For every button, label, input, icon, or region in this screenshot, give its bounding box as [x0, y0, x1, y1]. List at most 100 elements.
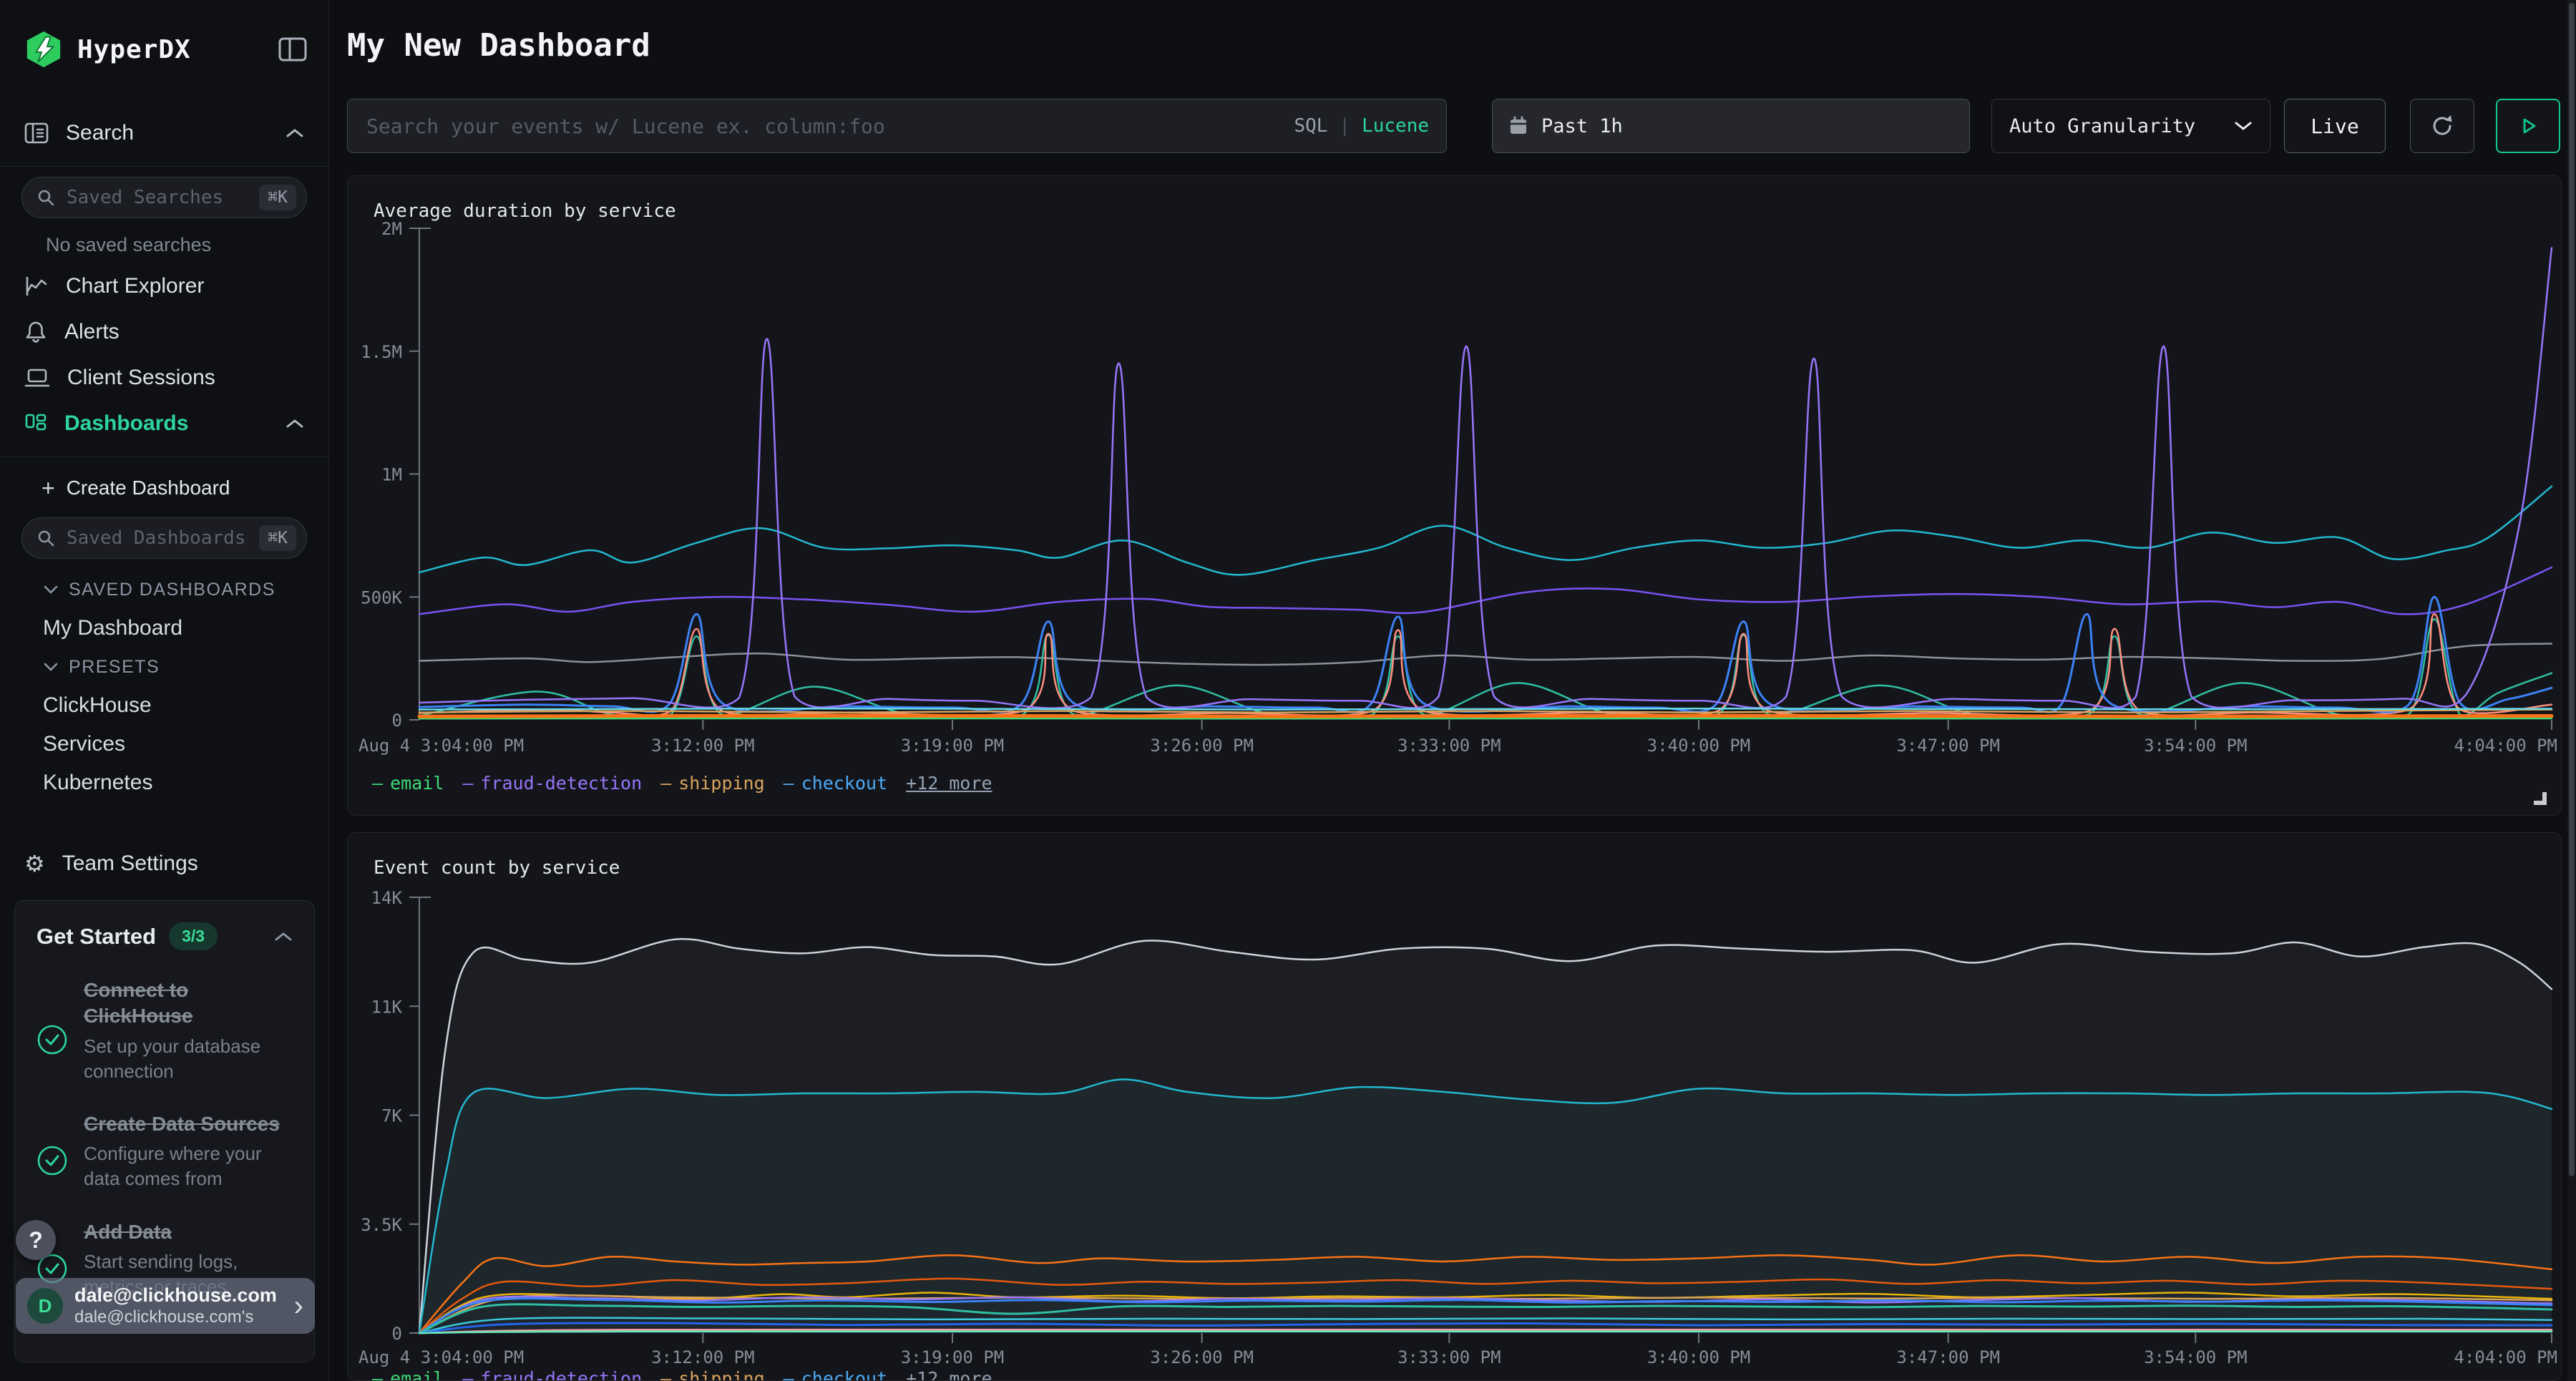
y-tick-label: 0 [392, 711, 402, 731]
series-line-blue-2 [418, 1322, 2553, 1334]
panel-resize-handle[interactable] [2534, 792, 2547, 805]
event-search-input[interactable] [348, 114, 1294, 138]
task-create-data-sources[interactable]: Create Data Sources Configure where your… [36, 1111, 293, 1192]
x-tick-label: 3:33:00 PM [1397, 1347, 1501, 1367]
sql-toggle[interactable]: SQL [1294, 115, 1328, 137]
shortcut-badge: ⌘K [259, 525, 296, 551]
legend-item-shipping[interactable]: — shipping [660, 1368, 765, 1381]
time-range-picker[interactable]: Past 1h [1492, 99, 1970, 153]
scrollbar[interactable] [2567, 0, 2576, 1381]
series-line-fraud-detection [418, 247, 2553, 709]
saved-searches-search[interactable]: ⌘K [21, 177, 307, 218]
legend-label: shipping [678, 1368, 765, 1381]
sidebar-item-team-settings[interactable]: ⚙ Team Settings [0, 841, 328, 887]
group-saved-dashboards[interactable]: SAVED DASHBOARDS [0, 570, 328, 609]
series-line-cyan-2 [418, 1317, 2553, 1334]
legend-item--12-more[interactable]: +12 more [906, 1368, 992, 1380]
x-tick-label: 3:12:00 PM [651, 1347, 755, 1367]
x-tick-label: 3:40:00 PM [1647, 1347, 1751, 1367]
user-menu[interactable]: D dale@clickhouse.com dale@clickhouse.co… [16, 1278, 315, 1334]
series-line-http-cyan [418, 1078, 2553, 1334]
saved-dashboards-input[interactable] [67, 527, 248, 549]
sidebar-item-clickhouse[interactable]: ClickHouse [43, 693, 152, 717]
sidebar-item-chart-explorer[interactable]: Chart Explorer [0, 263, 328, 309]
group-presets[interactable]: PRESETS [0, 648, 328, 686]
sidebar-item-alerts[interactable]: Alerts [0, 309, 328, 355]
avatar: D [27, 1288, 63, 1324]
user-team: dale@clickhouse.com's [74, 1307, 254, 1327]
granularity-value: Auto Granularity [2009, 114, 2196, 137]
legend-item-email[interactable]: — email [372, 1368, 444, 1380]
y-tick-label: 1.5M [361, 342, 402, 362]
series-line-teal [418, 618, 2553, 720]
divider [0, 166, 328, 167]
legend-swatch: — [660, 1368, 672, 1381]
x-tick-label: 3:54:00 PM [2144, 736, 2248, 756]
play-icon [2516, 114, 2540, 138]
sidebar-item-dashboards[interactable]: Dashboards [0, 401, 328, 446]
x-tick-label: 3:12:00 PM [651, 736, 755, 756]
hyperdx-logo-icon [24, 30, 63, 69]
search-nav-icon [24, 122, 49, 145]
sidebar-item-label: Alerts [64, 320, 119, 343]
sidebar-item-services[interactable]: Services [43, 732, 126, 756]
legend-label: checkout [801, 1368, 888, 1381]
legend-item-fraud-detection[interactable]: — fraud-detection [462, 773, 642, 794]
task-title: Add Data [84, 1220, 172, 1243]
y-tick-label: 14K [371, 888, 403, 908]
legend-item-checkout[interactable]: — checkout [784, 773, 887, 794]
y-tick-label: 11K [371, 997, 403, 1017]
legend-item--12-more[interactable]: +12 more [906, 773, 992, 794]
legend-swatch: — [783, 773, 794, 794]
chart-title: Event count by service [374, 857, 620, 879]
no-saved-searches-label: No saved searches [46, 234, 212, 255]
x-tick-label: 4:04:00 PM [2454, 736, 2558, 756]
series-line-total-gray [418, 937, 2553, 1334]
main-content: My New Dashboard SQL | Lucene Past 1h Au… [330, 0, 2567, 1381]
granularity-select[interactable]: Auto Granularity [1991, 99, 2270, 153]
sidebar-item-label: Search [66, 121, 135, 145]
calendar-icon [1508, 116, 1528, 136]
group-label: SAVED DASHBOARDS [69, 579, 275, 600]
legend-item-email[interactable]: — email [372, 773, 444, 794]
legend-label: fraud-detection [480, 773, 643, 794]
lucene-toggle[interactable]: Lucene [1362, 115, 1429, 137]
legend-item-shipping[interactable]: — shipping [660, 773, 764, 794]
series-line-orange-2 [418, 1277, 2553, 1334]
series-area-total-gray [419, 939, 2552, 1333]
collapse-sidebar-icon[interactable] [278, 36, 307, 62]
scrollbar-thumb[interactable] [2569, 3, 2575, 1176]
y-tick-label: 500K [361, 587, 402, 607]
chevron-down-icon [2234, 120, 2253, 132]
create-dashboard-button[interactable]: + Create Dashboard [0, 467, 328, 509]
saved-dashboards-search[interactable]: ⌘K [21, 517, 307, 559]
x-tick-label: 3:47:00 PM [1896, 736, 2000, 756]
y-tick-label: 1M [381, 465, 402, 485]
chart-canvas: 2M 1.5M 1M 500K 0 Aug 4 3:04:00 PM 3:12:00 PM 3… [358, 219, 2558, 756]
run-query-button[interactable] [2496, 99, 2560, 153]
legend-swatch: — [372, 773, 384, 794]
sidebar-item-client-sessions[interactable]: Client Sessions [0, 355, 328, 401]
saved-searches-input[interactable] [67, 187, 248, 208]
x-tick-label: 3:40:00 PM [1647, 736, 1751, 756]
time-range-value: Past 1h [1541, 114, 1623, 137]
sidebar-item-label: Dashboards [64, 411, 189, 435]
sidebar-item-my-dashboard[interactable]: My Dashboard [43, 616, 183, 640]
chart-legend: — email — fraud-detection — shipping — checkout… [372, 773, 992, 794]
x-tick-label: 3:33:00 PM [1397, 736, 1501, 756]
live-button[interactable]: Live [2284, 99, 2386, 153]
help-button[interactable]: ? [16, 1220, 56, 1260]
x-tick-label: 3:47:00 PM [1896, 1347, 2000, 1367]
sidebar-item-search[interactable]: Search [0, 110, 328, 156]
refresh-button[interactable] [2410, 99, 2474, 153]
sidebar-item-kubernetes[interactable]: Kubernetes [43, 771, 153, 794]
task-connect-clickhouse[interactable]: Connect to ClickHouse Set up your databa… [36, 977, 293, 1084]
y-tick-label: 2M [381, 219, 402, 239]
page-title: My New Dashboard [347, 27, 650, 64]
legend-item-checkout[interactable]: — checkout [784, 1368, 888, 1381]
legend-item-fraud-detection[interactable]: — fraud-detection [462, 1368, 642, 1380]
checkmark-circle-icon [36, 996, 68, 1084]
chevron-up-icon[interactable] [274, 931, 293, 942]
series-area-http-cyan [419, 1079, 2552, 1333]
